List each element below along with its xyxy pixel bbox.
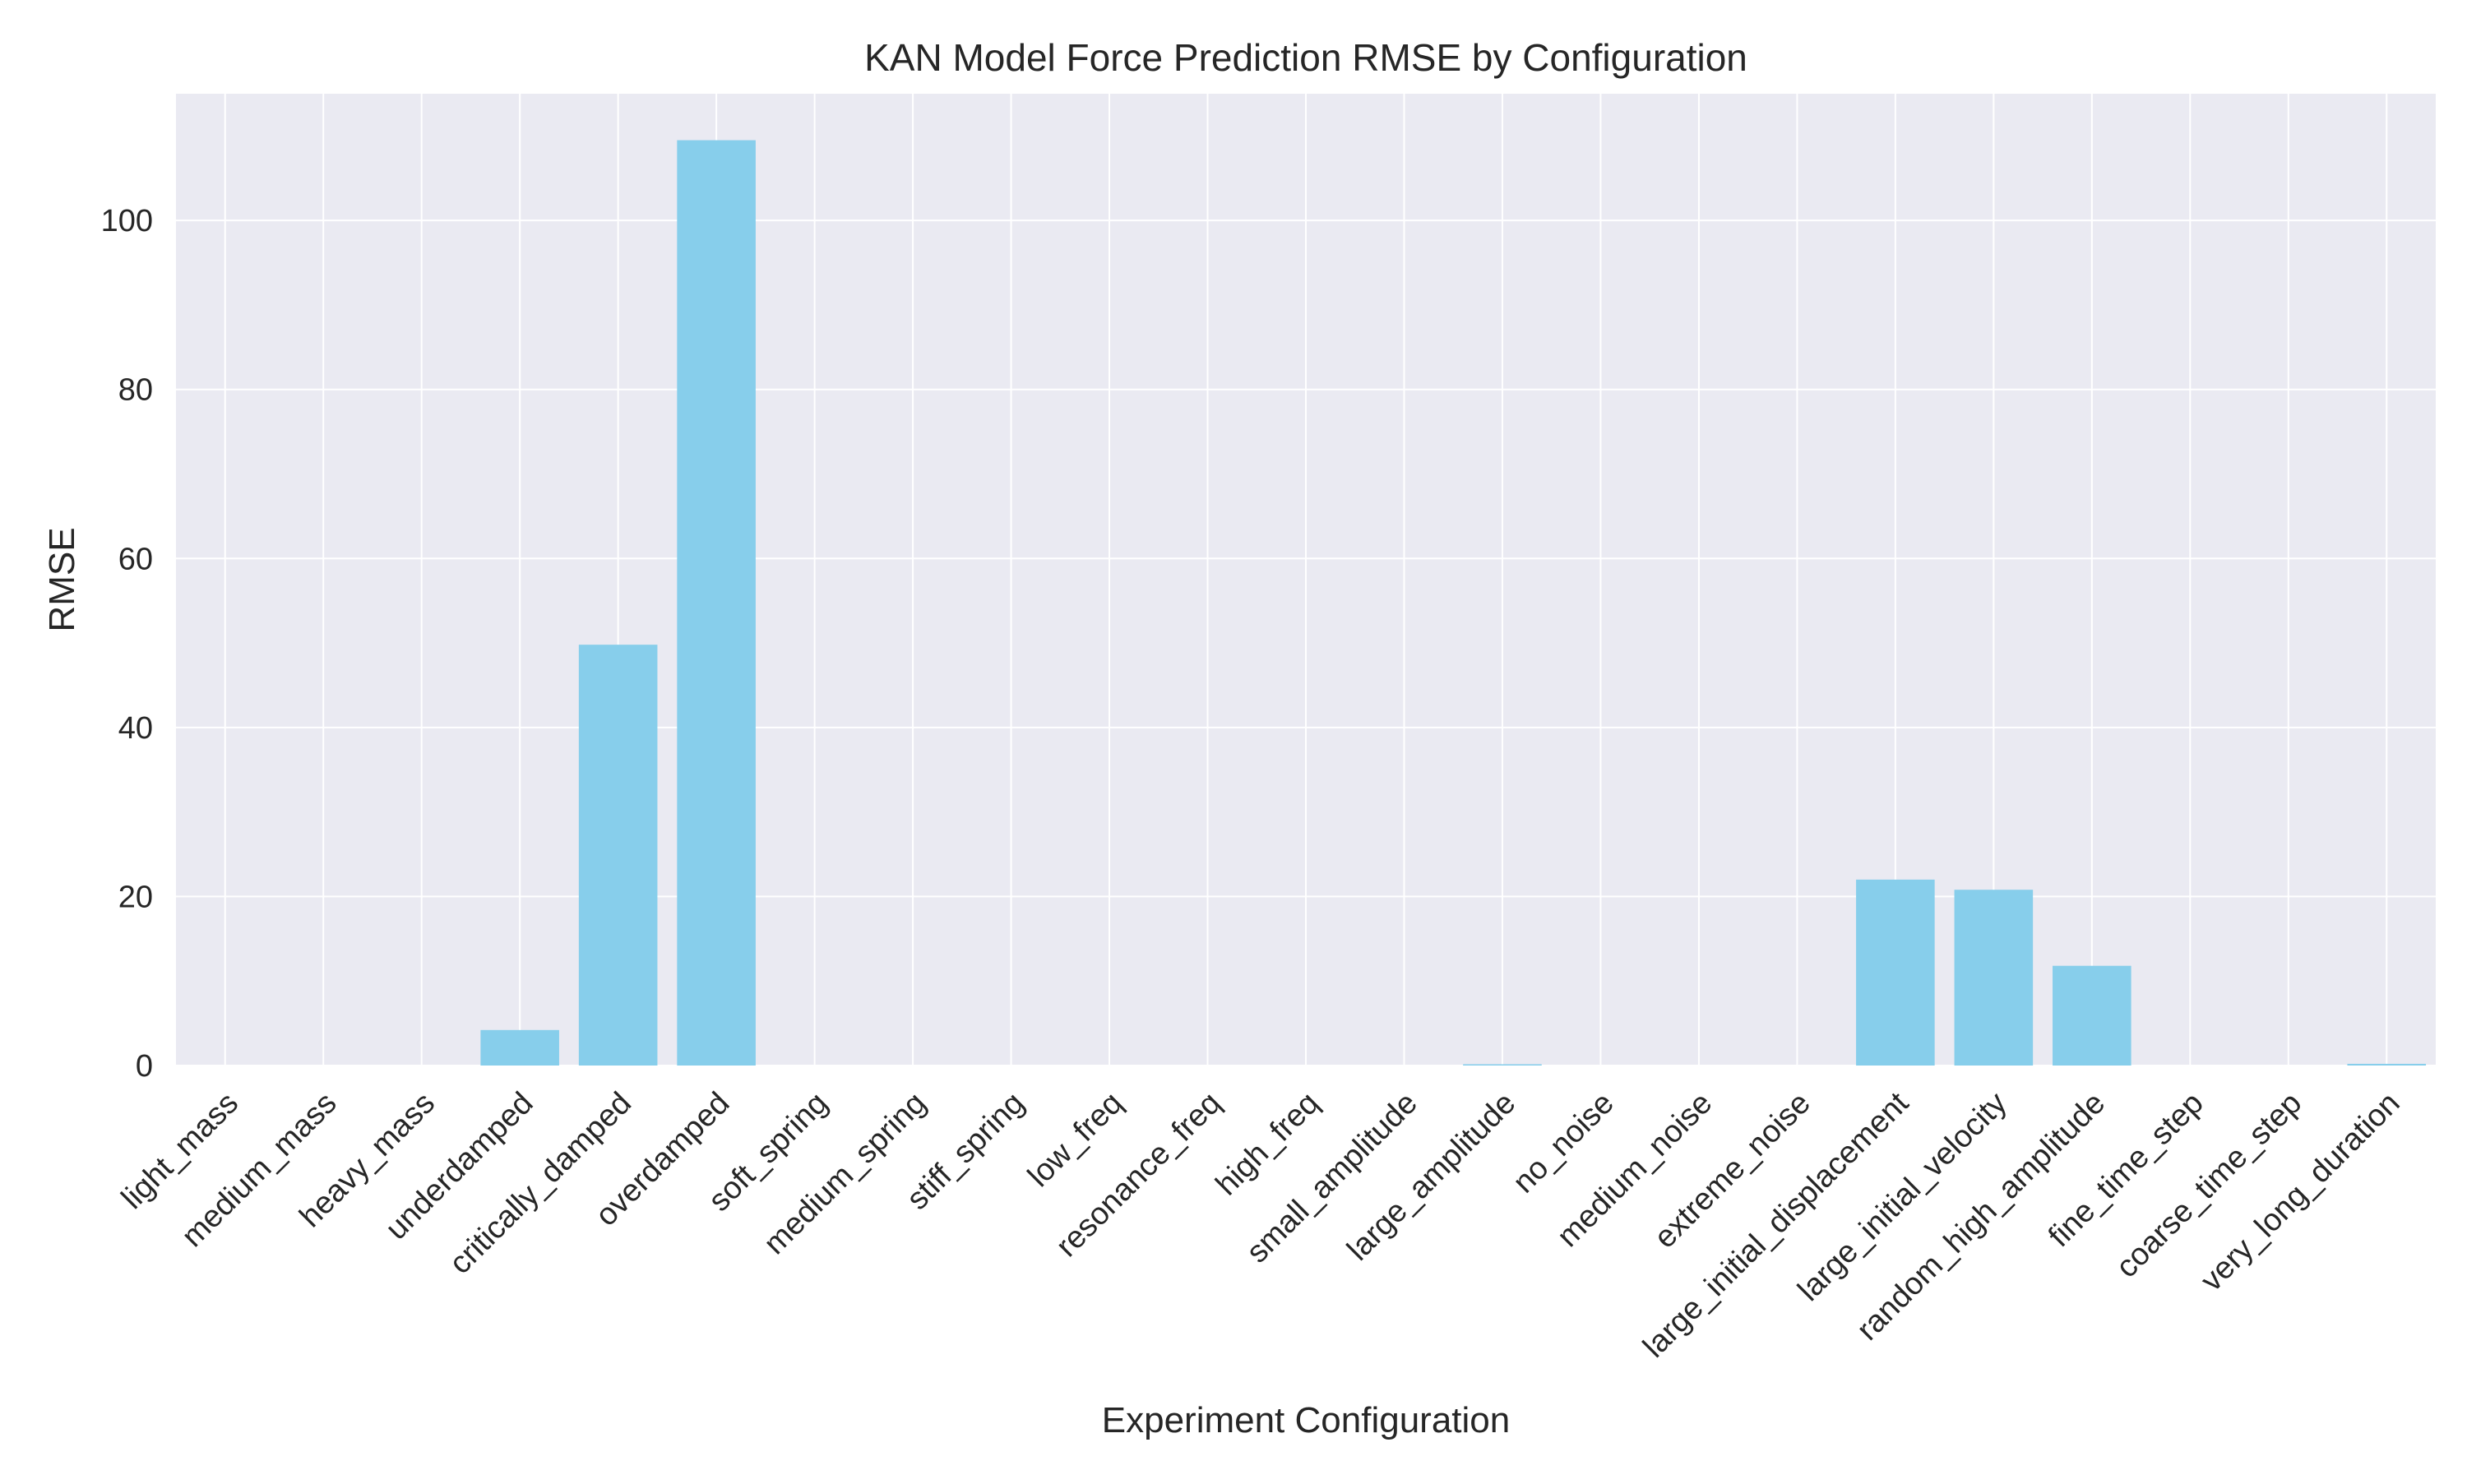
y-tick-label: 60 [118, 542, 153, 576]
y-axis-ticks: 0 20 40 60 80 100 [101, 204, 153, 1084]
bar-critically-damped [578, 645, 658, 1066]
x-tick-label: coarse_time_step [2109, 1086, 2308, 1285]
x-tick-label: large_amplitude [1340, 1086, 1522, 1268]
bar-large-amplitude [1463, 1064, 1542, 1066]
x-tick-label: resonance_freq [1049, 1086, 1227, 1264]
y-axis-label: RMSE [42, 527, 82, 631]
y-tick-label: 0 [136, 1049, 153, 1084]
bar-overdamped [677, 140, 756, 1066]
bar-layer [480, 140, 2427, 1066]
y-tick-label: 40 [118, 711, 153, 746]
bar-random-high-amplitude [2053, 965, 2131, 1066]
bar-very-long-duration [2347, 1063, 2427, 1066]
bar-large-initial-velocity [1954, 890, 2034, 1066]
chart-title: KAN Model Force Prediction RMSE by Confi… [864, 36, 1747, 79]
x-axis-ticks: light_massmedium_massheavy_massunderdamp… [115, 1085, 2407, 1364]
bar-large-initial-displacement [1856, 879, 1935, 1066]
x-tick-label: small_amplitude [1240, 1086, 1424, 1270]
y-tick-label: 100 [101, 204, 153, 238]
bar-underdamped [480, 1029, 559, 1066]
y-tick-label: 80 [118, 373, 153, 408]
x-axis-label: Experiment Configuration [1102, 1400, 1510, 1440]
x-tick-label: critically_damped [443, 1086, 638, 1281]
y-tick-label: 20 [118, 880, 153, 914]
